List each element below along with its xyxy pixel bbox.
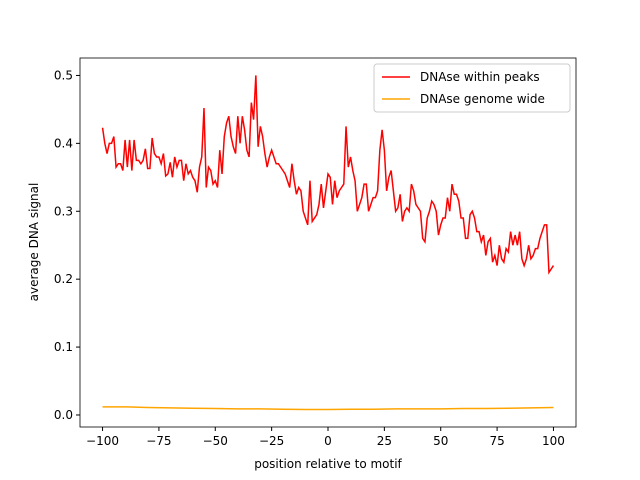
y-tick-label: 0.3 (54, 204, 73, 218)
x-tick-label: −50 (203, 434, 228, 448)
plot-frame (79, 57, 577, 428)
data-line (102, 406, 554, 411)
x-tick-label: 0 (324, 434, 332, 448)
x-tick-label: 100 (542, 434, 565, 448)
x-tick-label: 25 (377, 434, 392, 448)
x-tick-label: −25 (259, 434, 284, 448)
y-tick-label: 0.1 (54, 340, 73, 354)
y-axis-label: average DNA signal (27, 183, 41, 302)
y-tick-label: 0.4 (54, 136, 73, 150)
x-tick-label: −100 (86, 434, 119, 448)
data-line (101, 75, 555, 275)
legend-label: DNAse within peaks (420, 70, 540, 84)
y-tick-label: 0.5 (54, 68, 73, 82)
x-tick-label: 50 (433, 434, 448, 448)
y-tick-label: 0.0 (54, 408, 73, 422)
x-tick-label: 75 (489, 434, 504, 448)
x-tick-label: −75 (146, 434, 171, 448)
legend-label: DNAse genome wide (420, 92, 545, 106)
y-tick-label: 0.2 (54, 272, 73, 286)
x-axis-label: position relative to motif (254, 457, 402, 471)
legend-box (373, 63, 571, 113)
